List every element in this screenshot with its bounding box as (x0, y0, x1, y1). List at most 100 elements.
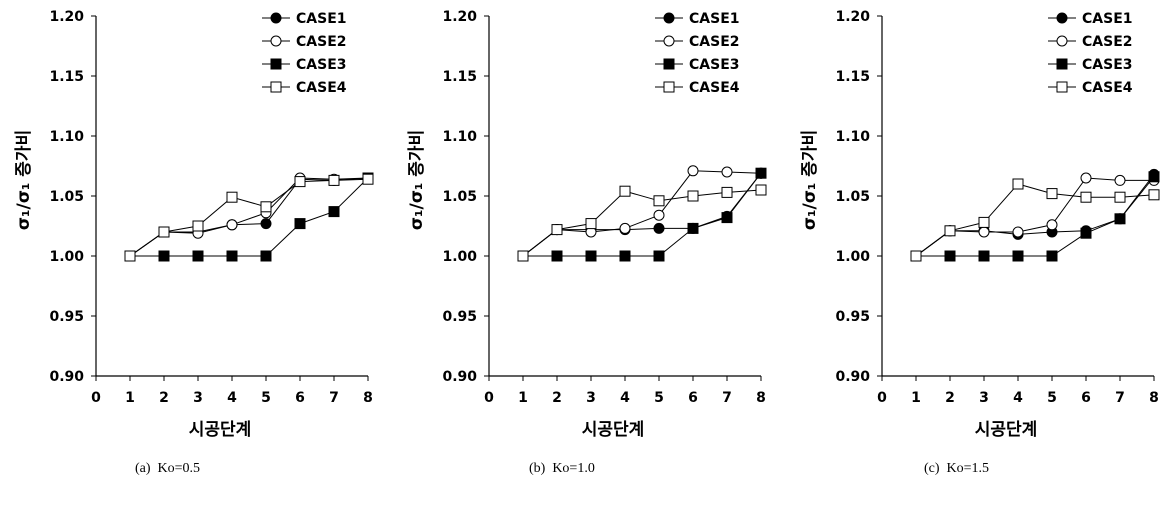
x-tick-label: 2 (945, 390, 955, 406)
series-line (523, 172, 762, 257)
x-tick-label: 0 (484, 390, 494, 406)
x-tick-label: 0 (877, 390, 887, 406)
x-tick-label: 7 (329, 390, 339, 406)
data-point (1114, 213, 1126, 225)
data-point (755, 167, 767, 179)
data-point (1046, 250, 1058, 262)
y-tick-label: 1.15 (49, 69, 84, 85)
x-tick-label: 5 (654, 390, 664, 406)
legend-label: CASE3 (296, 57, 347, 73)
x-tick-label: 8 (756, 390, 766, 406)
data-point (944, 225, 956, 237)
legend-label: CASE3 (1082, 57, 1133, 73)
data-point (226, 219, 238, 231)
data-point (551, 224, 563, 236)
data-point (226, 191, 238, 203)
x-tick-label: 3 (586, 390, 596, 406)
data-point (1114, 191, 1126, 203)
data-point (585, 218, 597, 230)
data-point (1114, 174, 1126, 186)
data-point (517, 250, 529, 262)
data-point (294, 218, 306, 230)
data-point (551, 250, 563, 262)
y-tick-label: 1.20 (442, 9, 477, 25)
x-tick-label: 6 (1081, 390, 1091, 406)
x-tick-label: 1 (518, 390, 528, 406)
legend-label: CASE4 (689, 80, 740, 96)
chart-panel-b: 0.90 0.95 1.00 1.05 1.10 1.15 1.20 0 1 2 3 4 5 6 7 8 시공단… (407, 9, 767, 440)
legend-marker (663, 58, 675, 70)
chart-panel-c: 0.90 0.95 1.00 1.05 1.10 1.15 1.20 0 1 2 3 4 5 6 7 8 시공단… (800, 9, 1160, 440)
x-tick-label: 0 (91, 390, 101, 406)
legend-label: CASE1 (1082, 11, 1133, 27)
series-line (915, 183, 1155, 257)
data-point (721, 212, 733, 224)
data-point (158, 250, 170, 262)
x-tick-label: 4 (1013, 390, 1023, 406)
x-tick-label: 1 (125, 390, 135, 406)
legend-label: CASE4 (296, 80, 347, 96)
data-point (978, 216, 990, 228)
data-point (721, 186, 733, 198)
data-point (1080, 172, 1092, 184)
data-point (1148, 189, 1160, 201)
x-tick-label: 7 (1115, 390, 1125, 406)
legend-label: CASE4 (1082, 80, 1133, 96)
data-point (978, 226, 990, 238)
data-point (653, 195, 665, 207)
legend-marker (1056, 12, 1068, 24)
legend-marker (270, 12, 282, 24)
y-tick-label: 1.10 (49, 129, 84, 145)
series-line (522, 170, 762, 257)
legend-marker (663, 12, 675, 24)
data-point (755, 184, 767, 196)
series-line (522, 189, 762, 257)
legend-marker (270, 35, 282, 47)
data-point (1012, 226, 1024, 238)
data-point (653, 209, 665, 221)
legend-label: CASE2 (1082, 34, 1133, 50)
data-point (226, 250, 238, 262)
x-axis-title: 시공단계 (189, 420, 252, 440)
y-tick-label: 1.00 (835, 249, 870, 265)
data-point (124, 250, 136, 262)
caption-b: (b) Ko=1.0 (529, 461, 595, 476)
data-point (687, 222, 699, 234)
x-tick-label: 3 (193, 390, 203, 406)
data-point (192, 250, 204, 262)
y-tick-label: 1.15 (835, 69, 870, 85)
x-tick-label: 1 (911, 390, 921, 406)
data-point (721, 166, 733, 178)
y-axis-title: σ₁/σ₁ 증가비 (407, 130, 427, 230)
data-point (294, 176, 306, 188)
data-point (653, 250, 665, 262)
legend-label: CASE2 (689, 34, 740, 50)
data-point (1148, 171, 1160, 183)
data-point (619, 185, 631, 197)
legend-label: CASE1 (689, 11, 740, 27)
x-axis-title: 시공단계 (975, 420, 1038, 440)
legend-marker (1056, 58, 1068, 70)
legend-label: CASE1 (296, 11, 347, 27)
caption-c: (c) Ko=1.5 (924, 461, 990, 476)
data-point (1012, 250, 1024, 262)
data-point (1046, 188, 1058, 200)
y-tick-label: 1.00 (442, 249, 477, 265)
data-point (260, 201, 272, 213)
legend-marker (270, 58, 282, 70)
data-point (328, 174, 340, 186)
y-tick-label: 1.05 (835, 189, 870, 205)
legend-label: CASE3 (689, 57, 740, 73)
data-point (687, 190, 699, 202)
caption-a: (a) Ko=0.5 (135, 461, 201, 476)
chart-panel-a: 0.90 0.95 1.00 1.05 1.10 1.15 1.20 0 1 2 3 4 5 6 7 8 시공단… (14, 9, 374, 440)
data-point (260, 218, 272, 230)
data-point (1012, 178, 1024, 190)
series-line (130, 177, 369, 257)
legend-marker (663, 81, 675, 93)
data-point (653, 222, 665, 234)
y-tick-label: 1.15 (442, 69, 477, 85)
y-tick-label: 1.10 (835, 129, 870, 145)
x-tick-label: 4 (227, 390, 237, 406)
data-point (944, 250, 956, 262)
